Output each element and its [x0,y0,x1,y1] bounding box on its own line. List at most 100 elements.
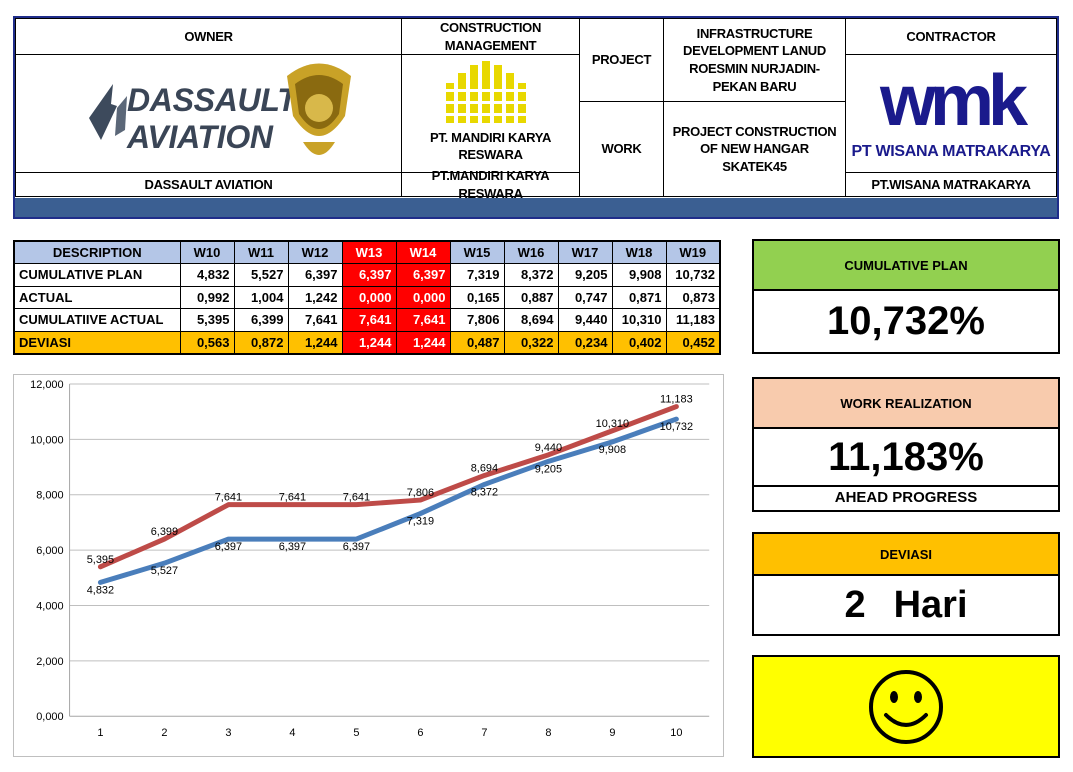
table-cell: 11,183 [665,308,721,332]
owner-logo-line2: AVIATION [126,119,274,155]
work-label: WORK [579,101,664,197]
table-row-label: CUMULATIIVE ACTUAL [13,308,181,332]
x-tick-label: 10 [670,727,682,739]
table-row-label: ACTUAL [13,285,181,309]
table-cell: 0,234 [557,330,613,354]
table-cell: 1,244 [287,330,343,354]
table-cell: 1,244 [341,330,397,354]
data-point [290,537,295,542]
table-header-week: W15 [449,240,505,264]
x-tick-label: 5 [353,727,359,739]
y-tick-label: 6,000 [36,545,63,557]
table-cell: 0,322 [503,330,559,354]
data-point [354,537,359,542]
deviasi-panel-label: DEVIASI [879,546,932,562]
data-point [546,452,551,457]
x-tick-label: 3 [225,727,231,739]
table-header-week: W17 [557,240,613,264]
owner-logo-cell: DASSAULT AVIATION [15,54,402,173]
data-label: 7,319 [407,516,434,528]
owner-name: DASSAULT AVIATION [15,172,402,197]
table-row-label: CUMULATIVE PLAN [13,263,181,287]
table-row-label: DEVIASI [13,330,181,354]
data-point [226,502,231,507]
plan-panel-header: CUMULATIVE PLAN [754,241,1058,291]
data-label: 10,732 [660,421,693,433]
contractor-label: CONTRACTOR [845,18,1057,55]
table-cell: 9,440 [557,308,613,332]
table-cell: 5,395 [179,308,235,332]
table-cell: 8,694 [503,308,559,332]
data-point [546,459,551,464]
table-header-week: W19 [665,240,721,264]
table-row: CUMULATIIVE ACTUAL 5,395 6,399 7,641 7,641 7,… [13,308,721,332]
realization-panel-value: 11,183% [754,429,1058,487]
data-label: 6,397 [279,541,306,553]
table-cell: 0,887 [503,285,559,309]
table-cell: 1,244 [395,330,451,354]
y-tick-label: 4,000 [36,600,63,612]
deviasi-panel: DEVIASI 2 Hari [752,532,1060,636]
contractor-logo-caption: PT WISANA MATRAKARYA [851,142,1051,160]
table-cell: 1,242 [287,285,343,309]
table-header-week: W16 [503,240,559,264]
table-row: DEVIASI 0,563 0,872 1,244 1,244 1,244 0,487 0,3… [13,330,721,354]
table-cell: 5,527 [233,263,289,287]
y-tick-label: 10,000 [30,434,63,446]
y-tick-label: 2,000 [36,656,63,668]
deviasi-unit: Hari [893,583,968,626]
data-point [674,404,679,409]
s-curve-chart: 0,000 2,000 4,000 6,000 8,000 10,000 12,000 1 2… [13,374,724,757]
table-cell: 1,004 [233,285,289,309]
project-header: OWNER DASSAULT AVIATION DASSAULT AVIATIO… [13,16,1059,219]
data-label: 8,372 [471,486,498,498]
table-cell: 7,806 [449,308,505,332]
y-tick-label: 12,000 [30,379,63,391]
x-tick-label: 8 [545,727,551,739]
table-cell: 7,641 [395,308,451,332]
table-cell: 0,487 [449,330,505,354]
table-cell: 0,747 [557,285,613,309]
work-realization-panel: WORK REALIZATION 11,183% AHEAD PROGRESS [752,377,1060,512]
contractor-name: PT.WISANA MATRAKARYA [845,172,1057,197]
data-label: 7,641 [215,492,242,504]
data-point [418,511,423,516]
y-tick-label: 8,000 [36,490,63,502]
data-point [162,561,167,566]
table-header-row: DESCRIPTION W10 W11 W12 W13 W14 W15 W16 W17 W18 W1… [13,240,721,264]
contractor-logo-cell: wmk PT WISANA MATRAKARYA [845,54,1057,173]
table-cell: 6,399 [233,308,289,332]
table-cell: 0,872 [233,330,289,354]
table-cell: 6,397 [287,263,343,287]
realization-panel-label: WORK REALIZATION [840,395,972,411]
data-label: 7,806 [407,487,434,499]
table-header-week: W12 [287,240,343,264]
data-point [482,482,487,487]
x-tick-label: 1 [97,727,103,739]
progress-status: AHEAD PROGRESS [834,489,978,506]
table-cell: 7,319 [449,263,505,287]
data-label: 9,205 [535,463,562,475]
cm-name: PT.MANDIRI KARYA RESWARA [401,168,580,201]
deviasi-days: 2 [844,583,866,626]
table-header-week: W11 [233,240,289,264]
table-cell: 0,452 [665,330,721,354]
data-label: 4,832 [87,584,114,596]
data-label: 7,641 [343,492,370,504]
x-tick-label: 2 [161,727,167,739]
cumulative-plan-panel: CUMULATIVE PLAN 10,732% [752,239,1060,354]
owner-logo-line1: DASSAULT [127,82,299,118]
air-force-emblem-icon [286,63,351,155]
table-cell: 0,992 [179,285,235,309]
data-point [162,537,167,542]
work-value: PROJECT CONSTRUCTION OF NEW HANGAR SKATE… [663,101,846,197]
data-label: 7,641 [279,492,306,504]
data-point [290,502,295,507]
dassault-emblem-icon [88,84,127,140]
owner-label: OWNER [15,18,402,55]
mandiri-logo-icon [440,60,541,123]
x-tick-label: 7 [481,727,487,739]
data-label: 6,397 [215,541,242,553]
table-cell: 0,873 [665,285,721,309]
data-point [674,417,679,422]
